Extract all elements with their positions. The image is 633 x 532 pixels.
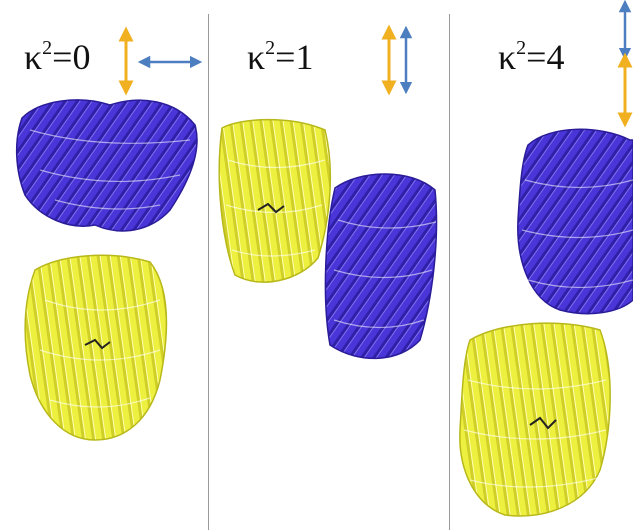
kappa-value: =1 (275, 37, 314, 77)
kappa-exponent: 2 (516, 37, 527, 59)
panel-divider-1 (208, 14, 209, 530)
beta-barrel-protein-icon (15, 99, 198, 232)
kappa-symbol: κ (498, 37, 517, 77)
kappa-exponent: 2 (42, 37, 53, 59)
kappa-exponent: 2 (265, 37, 276, 59)
beta-barrel-protein-icon (517, 128, 633, 315)
beta-barrel-protein-icon (218, 118, 332, 283)
beta-barrel-protein-icon (324, 173, 438, 360)
kappa-value: =0 (52, 37, 91, 77)
kappa-symbol: κ (247, 37, 266, 77)
beta-barrel-protein-icon (24, 254, 168, 441)
kappa-symbol: κ (24, 37, 43, 77)
beta-barrel-protein-icon (459, 322, 611, 517)
kappa-label-2: κ2=4 (498, 36, 564, 78)
kappa-label-1: κ2=1 (247, 36, 313, 78)
kappa-label-0: κ2=0 (24, 36, 90, 78)
panel-divider-2 (449, 14, 450, 530)
kappa-value: =4 (526, 37, 565, 77)
